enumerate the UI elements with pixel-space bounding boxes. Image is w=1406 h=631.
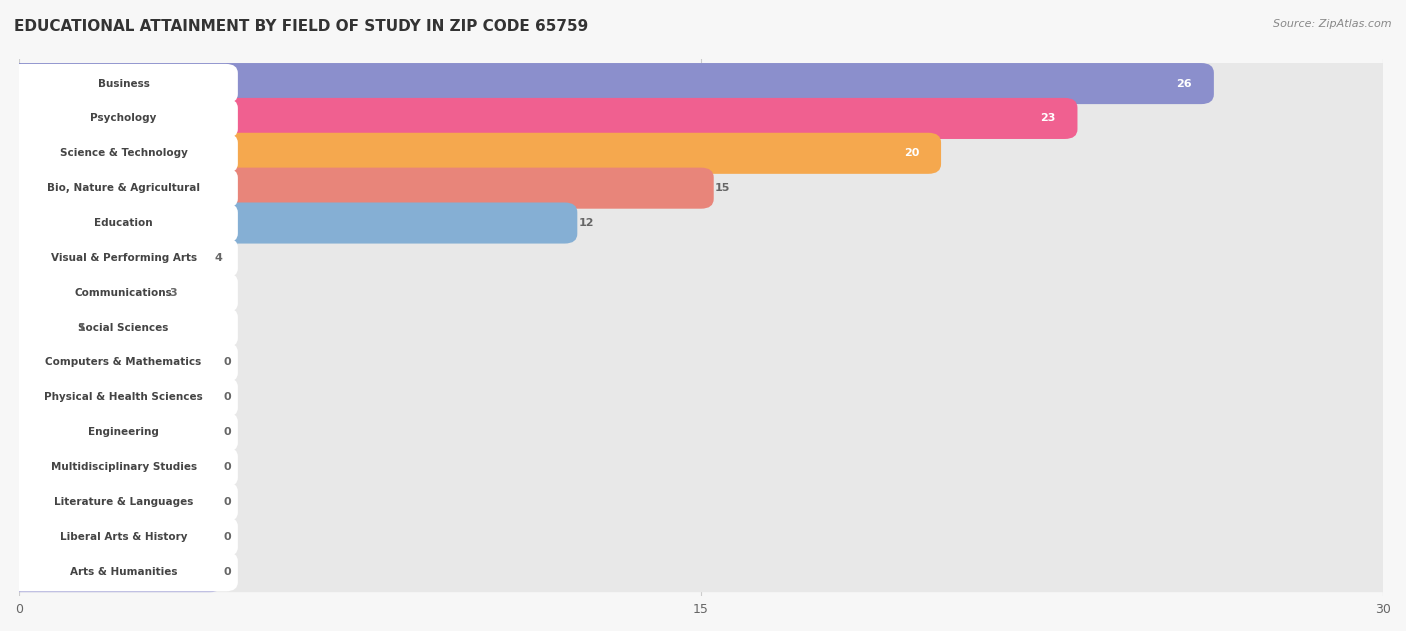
FancyBboxPatch shape [10,134,238,173]
FancyBboxPatch shape [10,413,238,452]
FancyBboxPatch shape [10,64,238,103]
FancyBboxPatch shape [6,481,1396,522]
FancyBboxPatch shape [20,415,1384,450]
FancyBboxPatch shape [6,272,1396,313]
Text: Physical & Health Sciences: Physical & Health Sciences [44,392,202,403]
Text: Education: Education [94,218,153,228]
FancyBboxPatch shape [20,171,1384,206]
FancyBboxPatch shape [10,517,238,557]
Text: 3: 3 [169,288,177,298]
FancyBboxPatch shape [20,519,1384,554]
FancyBboxPatch shape [20,66,1384,101]
FancyBboxPatch shape [6,551,1396,592]
Text: 0: 0 [224,462,231,472]
Text: 0: 0 [224,532,231,542]
FancyBboxPatch shape [20,380,1384,415]
FancyBboxPatch shape [6,481,222,522]
FancyBboxPatch shape [6,63,1213,104]
Text: Communications: Communications [75,288,173,298]
FancyBboxPatch shape [20,240,1384,275]
Text: 20: 20 [904,148,920,158]
Text: 0: 0 [224,567,231,577]
FancyBboxPatch shape [10,378,238,417]
FancyBboxPatch shape [6,272,169,313]
FancyBboxPatch shape [6,168,1396,209]
FancyBboxPatch shape [10,482,238,522]
FancyBboxPatch shape [10,168,238,208]
Text: Psychology: Psychology [90,114,156,124]
Text: 23: 23 [1040,114,1056,124]
FancyBboxPatch shape [10,273,238,312]
Text: Arts & Humanities: Arts & Humanities [70,567,177,577]
FancyBboxPatch shape [10,552,238,591]
FancyBboxPatch shape [6,63,1396,104]
Text: 1: 1 [79,322,86,333]
Text: 26: 26 [1177,79,1192,88]
FancyBboxPatch shape [20,345,1384,380]
FancyBboxPatch shape [6,447,222,488]
Text: Source: ZipAtlas.com: Source: ZipAtlas.com [1274,19,1392,29]
Text: Engineering: Engineering [89,427,159,437]
FancyBboxPatch shape [6,203,1396,244]
Text: Multidisciplinary Studies: Multidisciplinary Studies [51,462,197,472]
FancyBboxPatch shape [20,206,1384,240]
Text: 15: 15 [714,183,730,193]
Text: 0: 0 [224,427,231,437]
FancyBboxPatch shape [20,275,1384,310]
FancyBboxPatch shape [6,377,1396,418]
Text: 0: 0 [224,358,231,367]
FancyBboxPatch shape [20,101,1384,136]
FancyBboxPatch shape [6,411,222,452]
FancyBboxPatch shape [10,239,238,278]
Text: Computers & Mathematics: Computers & Mathematics [45,358,201,367]
Text: Science & Technology: Science & Technology [59,148,187,158]
FancyBboxPatch shape [6,307,1396,348]
FancyBboxPatch shape [10,99,238,138]
FancyBboxPatch shape [6,133,1396,174]
FancyBboxPatch shape [6,98,1077,139]
FancyBboxPatch shape [6,377,222,418]
FancyBboxPatch shape [20,450,1384,485]
Text: EDUCATIONAL ATTAINMENT BY FIELD OF STUDY IN ZIP CODE 65759: EDUCATIONAL ATTAINMENT BY FIELD OF STUDY… [14,19,588,34]
Text: 4: 4 [215,253,222,263]
Text: 0: 0 [224,497,231,507]
FancyBboxPatch shape [6,203,578,244]
FancyBboxPatch shape [10,447,238,487]
FancyBboxPatch shape [6,551,222,592]
FancyBboxPatch shape [6,516,1396,557]
Text: 0: 0 [224,392,231,403]
Text: Liberal Arts & History: Liberal Arts & History [60,532,187,542]
FancyBboxPatch shape [6,168,714,209]
Text: 12: 12 [578,218,593,228]
FancyBboxPatch shape [6,342,1396,383]
FancyBboxPatch shape [6,411,1396,452]
FancyBboxPatch shape [6,447,1396,488]
Text: Visual & Performing Arts: Visual & Performing Arts [51,253,197,263]
FancyBboxPatch shape [20,485,1384,519]
FancyBboxPatch shape [10,308,238,347]
Text: Social Sciences: Social Sciences [79,322,169,333]
FancyBboxPatch shape [6,237,1396,278]
FancyBboxPatch shape [6,133,941,174]
FancyBboxPatch shape [20,310,1384,345]
FancyBboxPatch shape [20,136,1384,171]
FancyBboxPatch shape [6,342,222,383]
FancyBboxPatch shape [10,203,238,243]
FancyBboxPatch shape [6,516,222,557]
Text: Literature & Languages: Literature & Languages [53,497,193,507]
FancyBboxPatch shape [6,98,1396,139]
FancyBboxPatch shape [10,343,238,382]
FancyBboxPatch shape [6,237,214,278]
Text: Business: Business [97,79,149,88]
FancyBboxPatch shape [20,554,1384,589]
FancyBboxPatch shape [6,307,77,348]
Text: Bio, Nature & Agricultural: Bio, Nature & Agricultural [46,183,200,193]
